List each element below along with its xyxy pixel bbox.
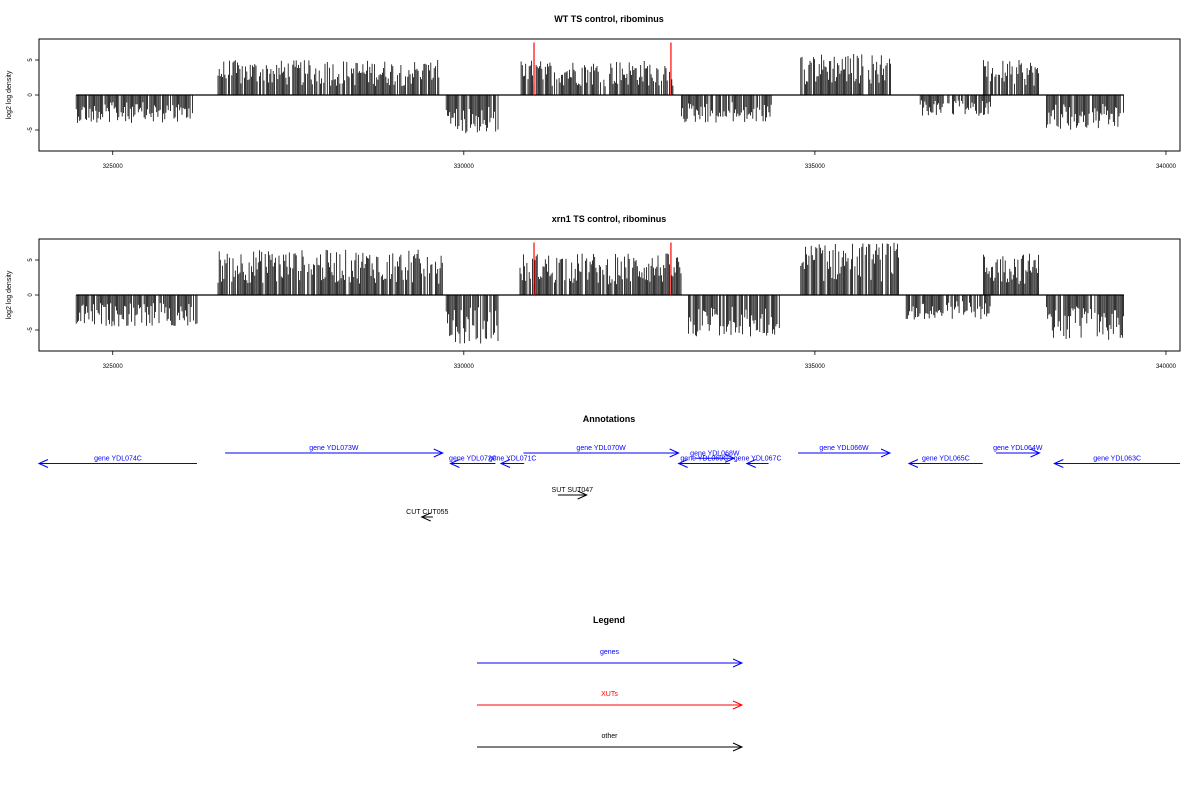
legend-other-arrowhead bbox=[732, 742, 744, 752]
gene-label: gene YDL071C bbox=[489, 456, 537, 463]
annotations-title: Annotations bbox=[583, 414, 636, 424]
other-label: CUT CUT055 bbox=[406, 509, 448, 516]
gene-arrowhead bbox=[907, 459, 919, 468]
gene-label: gene YDL074C bbox=[94, 456, 142, 463]
gene-arrowhead bbox=[499, 459, 511, 468]
y-tick-label: 5 bbox=[28, 58, 34, 62]
gene-label: gene YDL064W bbox=[993, 445, 1043, 452]
x-tick-label: 330000 bbox=[454, 164, 475, 170]
panel-xrn1: xrn1 TS control, ribominus log2 log dens… bbox=[6, 214, 1181, 370]
coverage-bars bbox=[75, 242, 1124, 344]
other-arrowhead bbox=[420, 512, 431, 522]
legend-xut-arrowhead bbox=[732, 700, 744, 710]
y-tick-label: 0 bbox=[28, 293, 34, 297]
legend-gene-arrowhead bbox=[732, 658, 744, 668]
gene-arrowhead bbox=[880, 448, 892, 458]
gene-arrowhead bbox=[669, 448, 680, 458]
legend: Legend genes XUTs other bbox=[477, 615, 744, 752]
gene-arrowhead bbox=[37, 459, 49, 468]
y-tick-label: -5 bbox=[28, 127, 34, 133]
x-tick-label: 340000 bbox=[1156, 164, 1177, 170]
gene-arrowhead bbox=[1053, 459, 1064, 468]
y-tick-label: 5 bbox=[28, 258, 34, 262]
gene-arrowhead bbox=[433, 448, 444, 458]
x-tick-label: 335000 bbox=[805, 364, 826, 370]
x-tick-label: 330000 bbox=[454, 364, 475, 370]
gene-label: gene YDL070W bbox=[576, 445, 626, 452]
legend-title: Legend bbox=[593, 615, 625, 625]
y-tick-label: -5 bbox=[28, 327, 34, 333]
xut-markers bbox=[533, 42, 672, 95]
x-tick-label: 335000 bbox=[805, 164, 826, 170]
x-tick-label: 325000 bbox=[103, 164, 124, 170]
gene-label: gene YDL063C bbox=[1093, 456, 1141, 463]
panel-wt: WT TS control, ribominus log2 log densit… bbox=[6, 14, 1181, 170]
other-arrowhead bbox=[577, 490, 588, 500]
gene-arrowhead bbox=[1030, 448, 1041, 458]
x-tick-label: 340000 bbox=[1156, 364, 1177, 370]
gene-arrowhead bbox=[745, 459, 756, 468]
annotations-track: Annotations gene YDL074C gene YDL073W gene… bbox=[37, 414, 1180, 522]
panel-title: WT TS control, ribominus bbox=[554, 14, 664, 24]
gene-label: gene YDL066W bbox=[819, 445, 869, 452]
xut-markers bbox=[533, 242, 672, 295]
legend-other-label: other bbox=[602, 733, 619, 740]
gene-arrowhead bbox=[449, 459, 460, 468]
gene-label: gene YDL065C bbox=[922, 456, 970, 463]
legend-gene-label: genes bbox=[600, 649, 620, 656]
panel-title: xrn1 TS control, ribominus bbox=[552, 214, 667, 224]
gene-label: gene YDL069C bbox=[680, 456, 728, 463]
gene-arrowhead bbox=[677, 459, 688, 468]
gene-label: gene YDL073W bbox=[309, 445, 359, 452]
y-axis-label: log2 log density bbox=[6, 270, 13, 319]
other-label: SUT SUT047 bbox=[552, 487, 594, 494]
y-axis-label: log2 log density bbox=[6, 70, 13, 119]
gene-label: gene YDL072C bbox=[449, 456, 497, 463]
coverage-bars bbox=[75, 54, 1124, 134]
gene-label: gene YDL068W bbox=[690, 450, 740, 457]
gene-arrowhead bbox=[724, 453, 736, 463]
legend-xut-label: XUTs bbox=[601, 691, 618, 698]
gene-label: gene YDL067C bbox=[734, 456, 782, 463]
y-tick-label: 0 bbox=[28, 93, 34, 97]
x-tick-label: 325000 bbox=[103, 364, 124, 370]
